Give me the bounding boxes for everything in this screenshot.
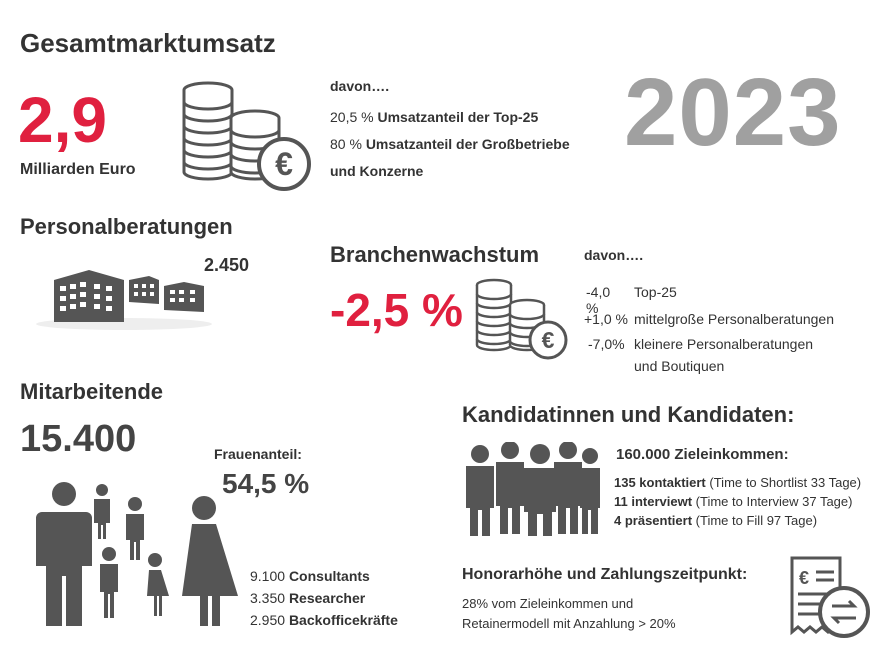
employees-title: Mitarbeitende <box>20 379 164 404</box>
candidates-row2-bold: 11 interviewt <box>614 494 693 509</box>
candidates-title: Kandidatinnen und Kandidaten: <box>462 402 795 427</box>
svg-text:€: € <box>799 568 809 588</box>
market-unit: Milliarden Euro <box>20 161 136 178</box>
growth-row2-pct: +1,0 % <box>584 311 628 327</box>
market-line1-pct: 20,5 % <box>330 109 374 125</box>
growth-row3-text: kleinere Personalberatungen <box>634 336 814 352</box>
market-line2: 80 % Umsatzanteil der Großbetriebe <box>330 136 570 152</box>
market-line1-text: Umsatzanteil der Top-25 <box>377 109 539 125</box>
role-consultants-label: Consultants <box>288 568 370 584</box>
invoice-exchange-icon: € <box>786 554 876 644</box>
growth-davon: davon…. <box>584 247 644 263</box>
growth-row1-text: Top-25 <box>634 284 677 300</box>
candidates-row3-rest: (Time to Fill 97 Tage) <box>695 513 818 528</box>
fees-line2: Retainermodell mit Anzahlung > 20% <box>462 616 676 631</box>
market-line1: 20,5 % Umsatzanteil der Top-25 <box>330 109 538 125</box>
svg-text:€: € <box>275 146 293 182</box>
coins-euro-icon: € <box>180 78 315 193</box>
candidates-row1: 135 kontaktiert (Time to Shortlist 33 Ta… <box>614 475 861 490</box>
office-buildings-icon <box>34 262 224 332</box>
consultancies-title: Personalberatungen <box>20 214 233 239</box>
role-researcher-label: Researcher <box>288 590 366 606</box>
market-line2-text: Umsatzanteil der Großbetriebe <box>365 136 570 152</box>
year-label: 2023 <box>624 59 842 166</box>
role-backoffice-label: Backofficekräfte <box>288 612 398 628</box>
growth-row2-text: mittelgroße Personalberatungen <box>634 311 835 327</box>
svg-text:€: € <box>542 327 555 353</box>
market-value: 2,9 <box>18 84 107 156</box>
role-researcher: 3.350 Researcher <box>250 590 365 606</box>
role-consultants: 9.100 Consultants <box>250 568 370 584</box>
role-researcher-num: 3.350 <box>250 590 286 606</box>
candidates-row2-rest: (Time to Interview 37 Tage) <box>695 494 853 509</box>
consultancies-count: 2.450 <box>204 255 250 275</box>
role-consultants-num: 9.100 <box>250 568 286 584</box>
market-line2-pct: 80 % <box>330 136 362 152</box>
role-backoffice-num: 2.950 <box>250 612 286 628</box>
candidates-salary: 160.000 Zieleinkommen: <box>616 446 789 463</box>
growth-row3-pct: -7,0% <box>588 336 625 352</box>
women-label: Frauenanteil: <box>214 446 302 462</box>
candidates-row3: 4 präsentiert (Time to Fill 97 Tage) <box>614 513 817 528</box>
growth-row3-cont: und Boutiquen <box>634 358 725 374</box>
growth-value: -2,5 % <box>330 284 463 336</box>
fees-line1: 28% vom Zieleinkommen und <box>462 596 634 611</box>
growth-title: Branchenwachstum <box>330 242 540 267</box>
candidates-row2: 11 interviewt (Time to Interview 37 Tage… <box>614 494 852 509</box>
women-value: 54,5 % <box>222 468 310 499</box>
role-backoffice: 2.950 Backofficekräfte <box>250 612 398 628</box>
candidates-row3-bold: 4 präsentiert <box>614 513 693 528</box>
people-group-icon <box>36 482 246 632</box>
market-davon: davon…. <box>330 78 390 94</box>
crowd-icon <box>462 442 602 537</box>
market-title: Gesamtmarktumsatz <box>20 28 276 58</box>
coins-euro-icon-small: € <box>474 276 569 361</box>
market-line3: und Konzerne <box>330 163 424 179</box>
candidates-row1-rest: (Time to Shortlist 33 Tage) <box>709 475 862 490</box>
fees-title: Honorarhöhe und Zahlungszeitpunkt: <box>462 566 748 583</box>
employees-count: 15.400 <box>20 418 137 460</box>
growth-row1-pct: -4,0 % <box>586 284 611 316</box>
candidates-row1-bold: 135 kontaktiert <box>614 475 706 490</box>
